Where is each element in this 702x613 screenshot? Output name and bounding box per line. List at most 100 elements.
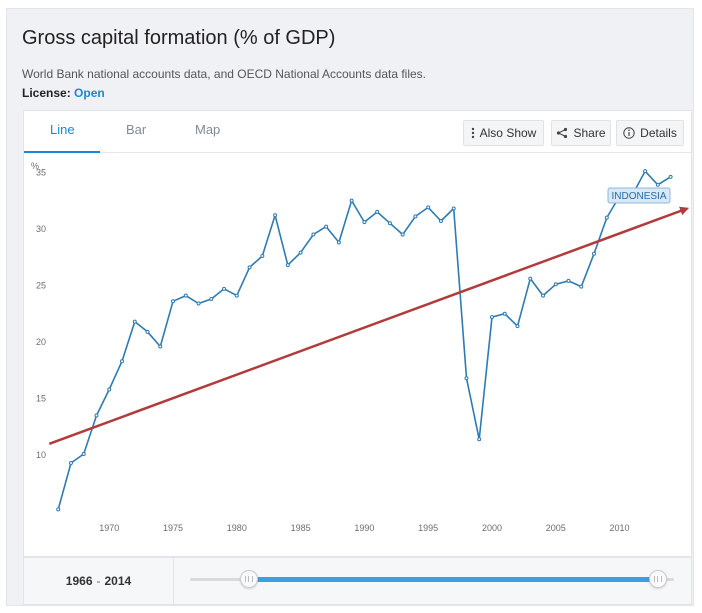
chart-panel: Gross capital formation (% of GDP) World…	[6, 8, 694, 606]
trend-arrow	[48, 206, 690, 445]
license-line: License: Open	[22, 86, 105, 100]
y-tick-label: 10	[36, 450, 46, 460]
data-point[interactable]	[94, 413, 99, 418]
data-point[interactable]	[438, 218, 443, 223]
share-label: Share	[573, 126, 606, 140]
data-point[interactable]	[413, 214, 418, 219]
legend-label: INDONESIA	[611, 191, 666, 202]
data-point[interactable]	[183, 293, 188, 298]
data-point[interactable]	[349, 198, 354, 203]
data-point[interactable]	[145, 329, 150, 334]
data-point[interactable]	[387, 221, 392, 226]
details-label: Details	[640, 126, 677, 140]
data-point[interactable]	[81, 451, 86, 456]
info-icon	[623, 127, 635, 139]
data-point[interactable]	[298, 250, 303, 255]
data-point[interactable]	[336, 240, 341, 245]
year-range-label: 1966 - 2014	[24, 558, 174, 604]
data-point[interactable]	[668, 174, 673, 179]
data-point[interactable]	[196, 301, 201, 306]
details-button[interactable]: Details	[616, 120, 684, 146]
range-end-handle[interactable]	[649, 570, 667, 588]
x-axis: 1970 1975 1980 1985 1990 1995 2000 2005 2010	[99, 523, 629, 533]
y-tick-label: 25	[36, 280, 46, 290]
data-point[interactable]	[489, 315, 494, 320]
data-point[interactable]	[132, 319, 137, 324]
data-point[interactable]	[400, 232, 405, 237]
tab-line[interactable]: Line	[50, 122, 75, 137]
data-point[interactable]	[158, 344, 163, 349]
range-end: 2014	[104, 574, 132, 588]
x-tick-label: 2000	[482, 523, 502, 533]
grip-icon	[245, 576, 253, 582]
data-point[interactable]	[222, 286, 227, 291]
range-start: 1966	[65, 574, 93, 588]
data-point[interactable]	[247, 265, 252, 270]
line-chart: % 10 15 20 25 30 35 1970 1975 1980 1985 1990 1995 2…	[31, 161, 690, 533]
data-point[interactable]	[528, 276, 533, 281]
data-point[interactable]	[209, 297, 214, 302]
data-point[interactable]	[311, 232, 316, 237]
also-show-button[interactable]: Also Show	[463, 120, 544, 146]
share-icon	[557, 127, 568, 139]
y-tick-label: 15	[36, 394, 46, 404]
data-point[interactable]	[579, 284, 584, 289]
x-tick-label: 1975	[163, 523, 183, 533]
range-footer: 1966 - 2014	[23, 557, 692, 605]
data-point[interactable]	[171, 299, 176, 304]
y-axis-unit: %	[31, 161, 39, 171]
data-point[interactable]	[362, 220, 367, 225]
x-tick-label: 2005	[546, 523, 566, 533]
data-point[interactable]	[566, 278, 571, 283]
also-show-label: Also Show	[479, 126, 537, 140]
range-slider-selection	[250, 577, 658, 582]
active-tab-indicator	[24, 151, 100, 153]
range-start-handle[interactable]	[240, 570, 258, 588]
data-point[interactable]	[541, 293, 546, 298]
grip-icon	[654, 576, 662, 582]
data-point[interactable]	[119, 359, 124, 364]
y-tick-label: 35	[36, 167, 46, 177]
range-separator: -	[96, 574, 101, 588]
page-title: Gross capital formation (% of GDP)	[22, 27, 336, 49]
x-tick-label: 1995	[418, 523, 438, 533]
tab-map[interactable]: Map	[195, 122, 221, 137]
data-point[interactable]	[451, 206, 456, 211]
data-point[interactable]	[477, 437, 482, 442]
data-point[interactable]	[515, 324, 520, 329]
data-point[interactable]	[68, 461, 73, 466]
license-label: License:	[22, 86, 71, 100]
data-point[interactable]	[655, 182, 660, 187]
data-point[interactable]	[464, 376, 469, 381]
y-axis: 10 15 20 25 30 35	[36, 167, 46, 460]
series-points	[56, 169, 673, 512]
data-point[interactable]	[234, 293, 239, 298]
data-point[interactable]	[502, 311, 507, 316]
data-point[interactable]	[56, 507, 61, 512]
tab-divider	[24, 152, 691, 153]
data-point[interactable]	[273, 213, 278, 218]
more-vertical-icon	[471, 127, 474, 139]
data-point[interactable]	[260, 254, 265, 259]
data-point[interactable]	[643, 169, 648, 174]
tab-bar[interactable]: Bar	[126, 122, 147, 137]
x-tick-label: 1970	[99, 523, 119, 533]
license-link[interactable]: Open	[74, 86, 105, 100]
legend-badge: INDONESIA	[607, 187, 671, 204]
y-tick-label: 20	[36, 337, 46, 347]
data-point[interactable]	[375, 209, 380, 214]
source-note: World Bank national accounts data, and O…	[22, 67, 427, 81]
data-point[interactable]	[285, 263, 290, 268]
y-tick-label: 30	[36, 224, 46, 234]
data-point[interactable]	[553, 282, 558, 287]
x-tick-label: 1980	[227, 523, 247, 533]
data-point[interactable]	[107, 387, 112, 392]
chart-card: Line Bar Map Also Show Share Details % 1…	[23, 110, 692, 557]
data-point[interactable]	[604, 215, 609, 220]
x-tick-label: 2010	[610, 523, 630, 533]
data-point[interactable]	[592, 251, 597, 256]
x-tick-label: 1990	[354, 523, 374, 533]
data-point[interactable]	[426, 205, 431, 210]
data-point[interactable]	[324, 224, 329, 229]
share-button[interactable]: Share	[551, 120, 611, 146]
